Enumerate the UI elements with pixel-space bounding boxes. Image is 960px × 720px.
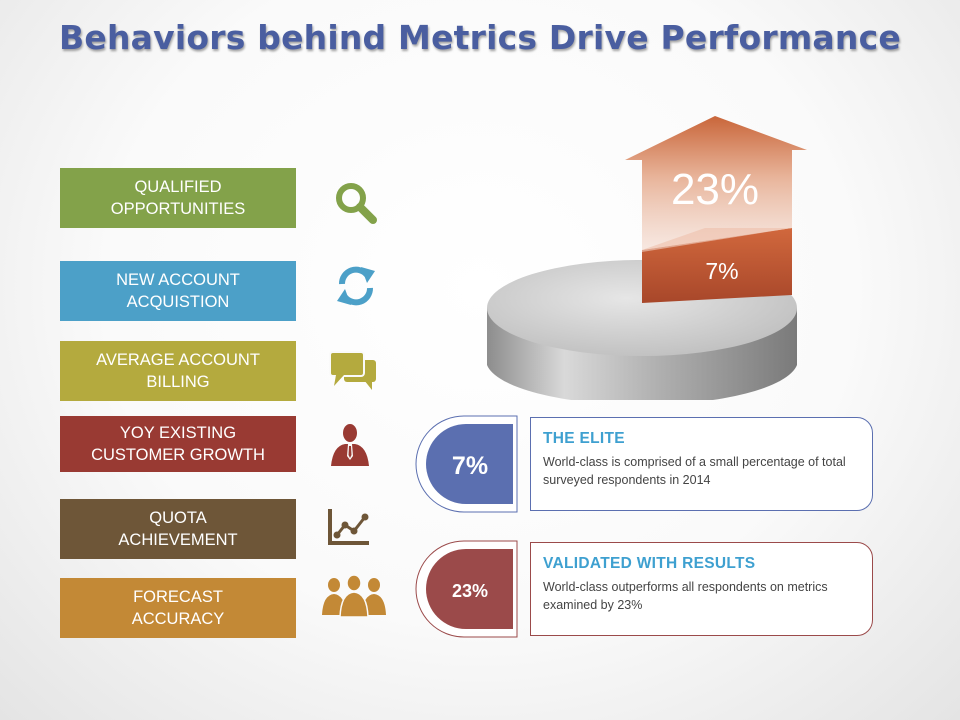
elite-body: World-class is comprised of a small perc… [543,455,846,488]
elite-card-box: THE ELITE World-class is comprised of a … [530,417,873,511]
elite-badge: 7% [451,451,489,480]
metric-label-yoy-customer-growth: YOY EXISTING CUSTOMER GROWTH [60,416,296,472]
validated-card-box: VALIDATED WITH RESULTS World-class outpe… [530,542,873,636]
arrow-percent-label: 23% [671,165,759,214]
businessman-icon [327,422,373,468]
validated-heading: VALIDATED WITH RESULTS [543,555,756,572]
pie-chart: 7% 23% [487,116,807,400]
page-title: Behaviors behind Metrics Drive Performan… [59,18,901,57]
metric-label-average-account-billing: AVERAGE ACCOUNT BILLING [60,341,296,401]
validated-badge: 23% [451,580,489,601]
chat-bubbles-icon [328,350,380,396]
metric-label-qualified-opportunities: QUALIFIED OPPORTUNITIES [60,168,296,228]
refresh-icon [333,263,379,309]
validated-body: World-class outperforms all respondents … [543,580,828,613]
pie-slice-7 [642,228,792,303]
team-icon [320,573,388,619]
validated-card-frame [415,540,518,638]
metric-label-quota-achievement: QUOTA ACHIEVEMENT [60,499,296,559]
metric-label-forecast-accuracy: FORECAST ACCURACY [60,578,296,638]
pie-slice-label: 7% [705,258,738,284]
growth-arrow [625,116,807,252]
elite-card-frame [415,415,518,513]
elite-heading: THE ELITE [543,430,625,447]
line-chart-icon [327,507,373,547]
search-icon [333,180,379,226]
metric-label-new-account-acquisition: NEW ACCOUNT ACQUISTION [60,261,296,321]
